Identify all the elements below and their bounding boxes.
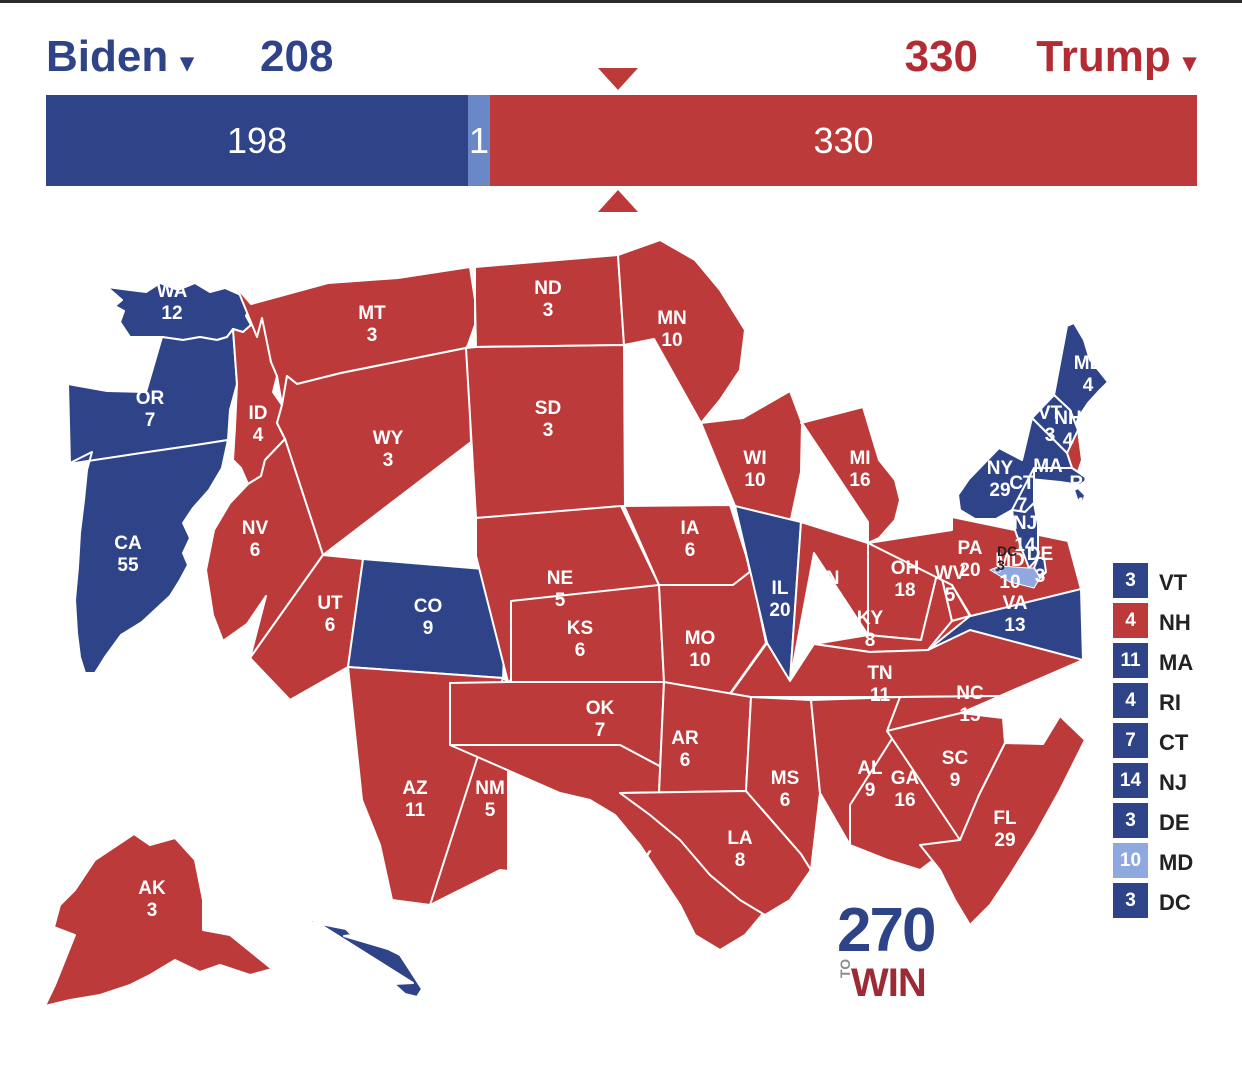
- svg-text:GA: GA: [891, 768, 920, 789]
- svg-text:VA: VA: [1003, 593, 1028, 614]
- svg-text:WA: WA: [157, 281, 188, 302]
- svg-text:4: 4: [1083, 375, 1094, 396]
- svg-text:55: 55: [117, 555, 139, 576]
- svg-text:IL: IL: [772, 578, 789, 599]
- svg-text:5: 5: [485, 800, 496, 821]
- svg-text:18: 18: [894, 580, 915, 601]
- svg-text:AZ: AZ: [402, 778, 428, 799]
- svg-text:4: 4: [1063, 430, 1074, 451]
- svg-text:4: 4: [253, 425, 264, 446]
- svg-text:OH: OH: [891, 558, 920, 579]
- svg-text:10: 10: [661, 330, 682, 351]
- svg-text:6: 6: [325, 615, 336, 636]
- svg-text:MI: MI: [849, 448, 870, 469]
- svg-text:RI: RI: [1070, 473, 1089, 494]
- svg-text:10: 10: [689, 650, 710, 671]
- svg-text:LA: LA: [727, 828, 753, 849]
- svg-text:12: 12: [161, 303, 182, 324]
- svg-text:NM: NM: [475, 778, 505, 799]
- svg-text:13: 13: [1004, 615, 1025, 636]
- svg-text:6: 6: [575, 640, 586, 661]
- svg-text:3: 3: [383, 450, 394, 471]
- svg-text:IA: IA: [681, 518, 700, 539]
- svg-text:HI: HI: [376, 971, 395, 992]
- svg-text:38: 38: [629, 870, 650, 891]
- svg-text:8: 8: [735, 850, 746, 871]
- svg-text:15: 15: [959, 705, 981, 726]
- svg-text:11: 11: [1038, 478, 1059, 499]
- svg-text:WI: WI: [743, 448, 766, 469]
- svg-text:7: 7: [145, 410, 156, 431]
- svg-text:MN: MN: [657, 308, 687, 329]
- svg-text:ID: ID: [249, 403, 268, 424]
- svg-text:MO: MO: [685, 628, 716, 649]
- svg-text:TN: TN: [867, 663, 892, 684]
- svg-text:6: 6: [250, 540, 261, 561]
- svg-text:9: 9: [950, 770, 961, 791]
- svg-text:16: 16: [894, 790, 915, 811]
- svg-text:MA: MA: [1033, 456, 1063, 477]
- svg-text:OR: OR: [136, 388, 165, 409]
- svg-text:AR: AR: [671, 728, 699, 749]
- svg-text:3: 3: [1045, 425, 1056, 446]
- svg-text:10: 10: [999, 572, 1020, 593]
- svg-text:ND: ND: [534, 278, 561, 299]
- svg-text:AK: AK: [138, 878, 166, 899]
- svg-text:20: 20: [959, 560, 980, 581]
- svg-text:6: 6: [680, 750, 691, 771]
- svg-text:KS: KS: [567, 618, 593, 639]
- svg-text:VT: VT: [1038, 403, 1063, 424]
- svg-text:3: 3: [543, 300, 554, 321]
- svg-text:NJ: NJ: [1013, 513, 1037, 534]
- svg-text:KY: KY: [857, 608, 884, 629]
- svg-text:NC: NC: [956, 683, 984, 704]
- svg-text:ME: ME: [1074, 353, 1103, 374]
- svg-text:CA: CA: [114, 533, 142, 554]
- svg-text:3: 3: [367, 325, 378, 346]
- svg-text:9: 9: [865, 780, 876, 801]
- svg-text:PA: PA: [958, 538, 983, 559]
- svg-text:5: 5: [555, 590, 566, 611]
- svg-text:WY: WY: [373, 428, 404, 449]
- svg-text:MS: MS: [771, 768, 800, 789]
- svg-text:SC: SC: [942, 748, 969, 769]
- svg-text:8: 8: [865, 630, 876, 651]
- svg-text:3: 3: [147, 900, 158, 921]
- svg-text:NY: NY: [987, 458, 1014, 479]
- svg-text:FL: FL: [993, 808, 1017, 829]
- svg-text:UT: UT: [317, 593, 343, 614]
- svg-text:4: 4: [380, 993, 391, 1014]
- svg-text:10: 10: [744, 470, 765, 491]
- svg-text:20: 20: [769, 600, 790, 621]
- svg-text:DE: DE: [1027, 544, 1053, 565]
- svg-text:29: 29: [994, 830, 1015, 851]
- svg-text:3: 3: [1035, 566, 1046, 587]
- svg-text:16: 16: [849, 470, 870, 491]
- svg-text:11: 11: [820, 590, 841, 611]
- svg-text:6: 6: [780, 790, 791, 811]
- svg-text:6: 6: [685, 540, 696, 561]
- svg-text:MT: MT: [358, 303, 386, 324]
- svg-text:IN: IN: [821, 568, 840, 589]
- svg-text:3: 3: [997, 557, 1005, 573]
- svg-text:TX: TX: [628, 848, 653, 869]
- svg-text:AL: AL: [857, 758, 883, 779]
- svg-text:NE: NE: [547, 568, 573, 589]
- svg-text:3: 3: [543, 420, 554, 441]
- svg-text:29: 29: [989, 480, 1010, 501]
- svg-text:OK: OK: [586, 698, 615, 719]
- svg-text:9: 9: [423, 618, 434, 639]
- svg-text:NV: NV: [242, 518, 269, 539]
- svg-text:5: 5: [945, 585, 956, 606]
- svg-text:11: 11: [870, 685, 891, 706]
- svg-text:11: 11: [405, 800, 426, 821]
- svg-text:4: 4: [1074, 495, 1085, 516]
- svg-text:SD: SD: [535, 398, 561, 419]
- svg-text:7: 7: [595, 720, 606, 741]
- svg-text:CO: CO: [414, 596, 443, 617]
